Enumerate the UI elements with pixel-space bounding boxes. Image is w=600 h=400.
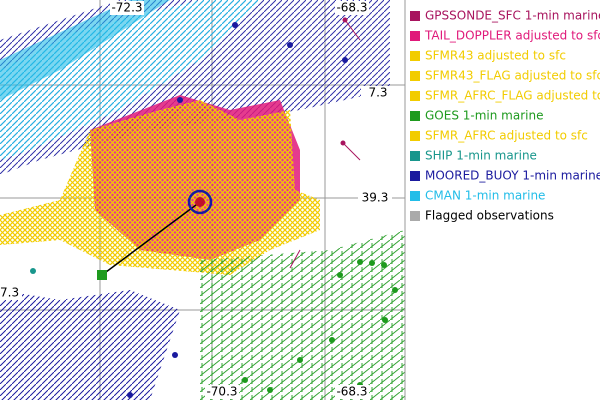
legend-label: GOES 1-min marine	[425, 109, 543, 123]
storm-center	[195, 197, 205, 207]
grid-label-bg	[110, 1, 144, 15]
legend-swatch	[410, 191, 420, 201]
grid-label-bg	[335, 385, 369, 399]
sonde-barbs	[289, 17, 361, 269]
grid-label-bg	[358, 191, 392, 205]
legend: GPSSONDE_SFC 1-min marine TAIL_DOPPLER ad…	[410, 9, 600, 223]
buoy-stations	[127, 22, 348, 398]
grid-label: -72.3	[111, 1, 142, 15]
grid-label-bg	[0, 286, 22, 300]
legend-swatch	[410, 171, 420, 181]
legend-swatch	[410, 151, 420, 161]
storm-track	[101, 201, 201, 276]
legend-swatch	[410, 51, 420, 61]
legend-label: TAIL_DOPPLER adjusted to sfc	[424, 29, 600, 43]
legend-label: MOORED_BUOY 1-min marine	[425, 169, 600, 183]
legend-label: SFMR_AFRC_FLAG adjusted to sfc	[425, 89, 600, 103]
map-layer	[0, 0, 405, 400]
legend-swatch	[410, 211, 420, 221]
ship-station	[30, 268, 36, 274]
legend-label: SHIP 1-min marine	[425, 149, 537, 163]
legend-label: CMAN 1-min marine	[425, 189, 545, 203]
grid-label: 7.3	[0, 286, 19, 300]
grid-label-bg	[361, 86, 395, 100]
grid-label: -68.3	[336, 1, 367, 15]
goes-barbs	[200, 230, 405, 400]
grid-label-bg	[335, 1, 369, 15]
sfmr-barbs	[0, 100, 320, 275]
track-start	[97, 270, 107, 280]
legend-label: SFMR_AFRC adjusted to sfc	[425, 129, 588, 143]
grid-label: 39.3	[362, 191, 389, 205]
grid-label: -70.3	[206, 385, 237, 399]
legend-label: SFMR43 adjusted to sfc	[425, 49, 566, 63]
grid-label: 7.3	[368, 86, 387, 100]
cman-band	[0, 0, 170, 100]
storm-center-ring	[187, 189, 213, 215]
legend-swatch	[410, 131, 420, 141]
legend-swatch	[410, 31, 420, 41]
legend-swatch	[410, 71, 420, 81]
buoy-barbs-south	[0, 290, 180, 400]
legend-swatch	[410, 11, 420, 21]
grid-label: -68.3	[336, 385, 367, 399]
legend-label: GPSSONDE_SFC 1-min marine	[425, 9, 600, 23]
grid-labels: -72.3 -68.3 7.3 39.3 7.3 -70.3 -68.3	[0, 1, 395, 399]
legend-swatch	[410, 91, 420, 101]
goes-stations	[242, 259, 398, 393]
legend-label: Flagged observations	[425, 209, 554, 223]
legend-swatch	[410, 111, 420, 121]
grid-label-bg	[205, 385, 239, 399]
legend-label: SFMR43_FLAG adjusted to sfc	[425, 69, 600, 83]
